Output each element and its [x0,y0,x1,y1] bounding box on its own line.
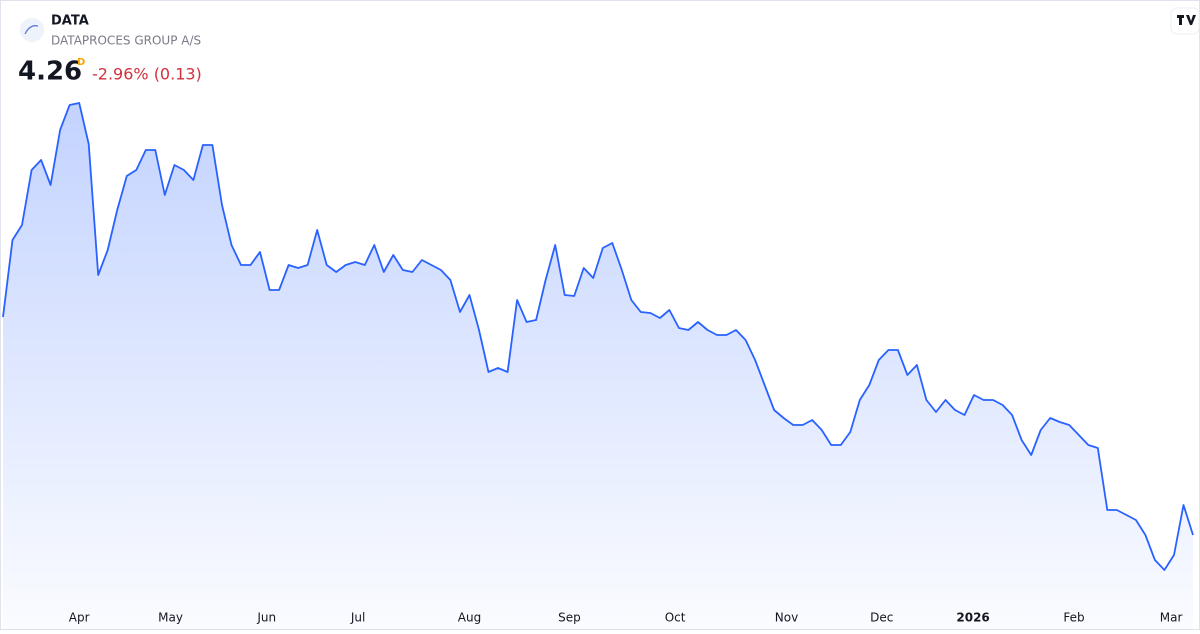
x-tick-label: Apr [69,611,90,625]
x-tick-label: Aug [458,611,481,625]
plot: Apr May Jun Jul Aug Sep Oct Nov Dec 2026 Feb Mar [2,102,1194,630]
symbol-icon-mark [24,25,39,35]
interval: D [77,57,85,68]
x-tick-label: Oct [665,611,686,625]
logo [1177,15,1196,25]
x-tick-label: Jul [350,611,365,625]
logo-box [1170,7,1200,35]
x-tick-label: May [158,611,183,625]
x-tick-label: Mar [1160,611,1183,625]
x-tick-label: Feb [1063,611,1084,625]
price: 4.26 [18,57,82,87]
x-tick-label: Sep [558,611,581,625]
symbol-icon [20,18,44,42]
symbol: DATA [51,14,89,29]
area-fill [3,103,1193,630]
x-tick-label: 2026 [956,611,989,625]
x-tick-label: Dec [870,611,893,625]
change: -2.96% (0.13) [92,65,202,84]
price-line [2,102,1194,571]
x-tick-label: Nov [775,611,798,625]
company-name: DATAPROCES GROUP A/S [51,34,201,48]
x-tick-label: Jun [256,611,276,625]
